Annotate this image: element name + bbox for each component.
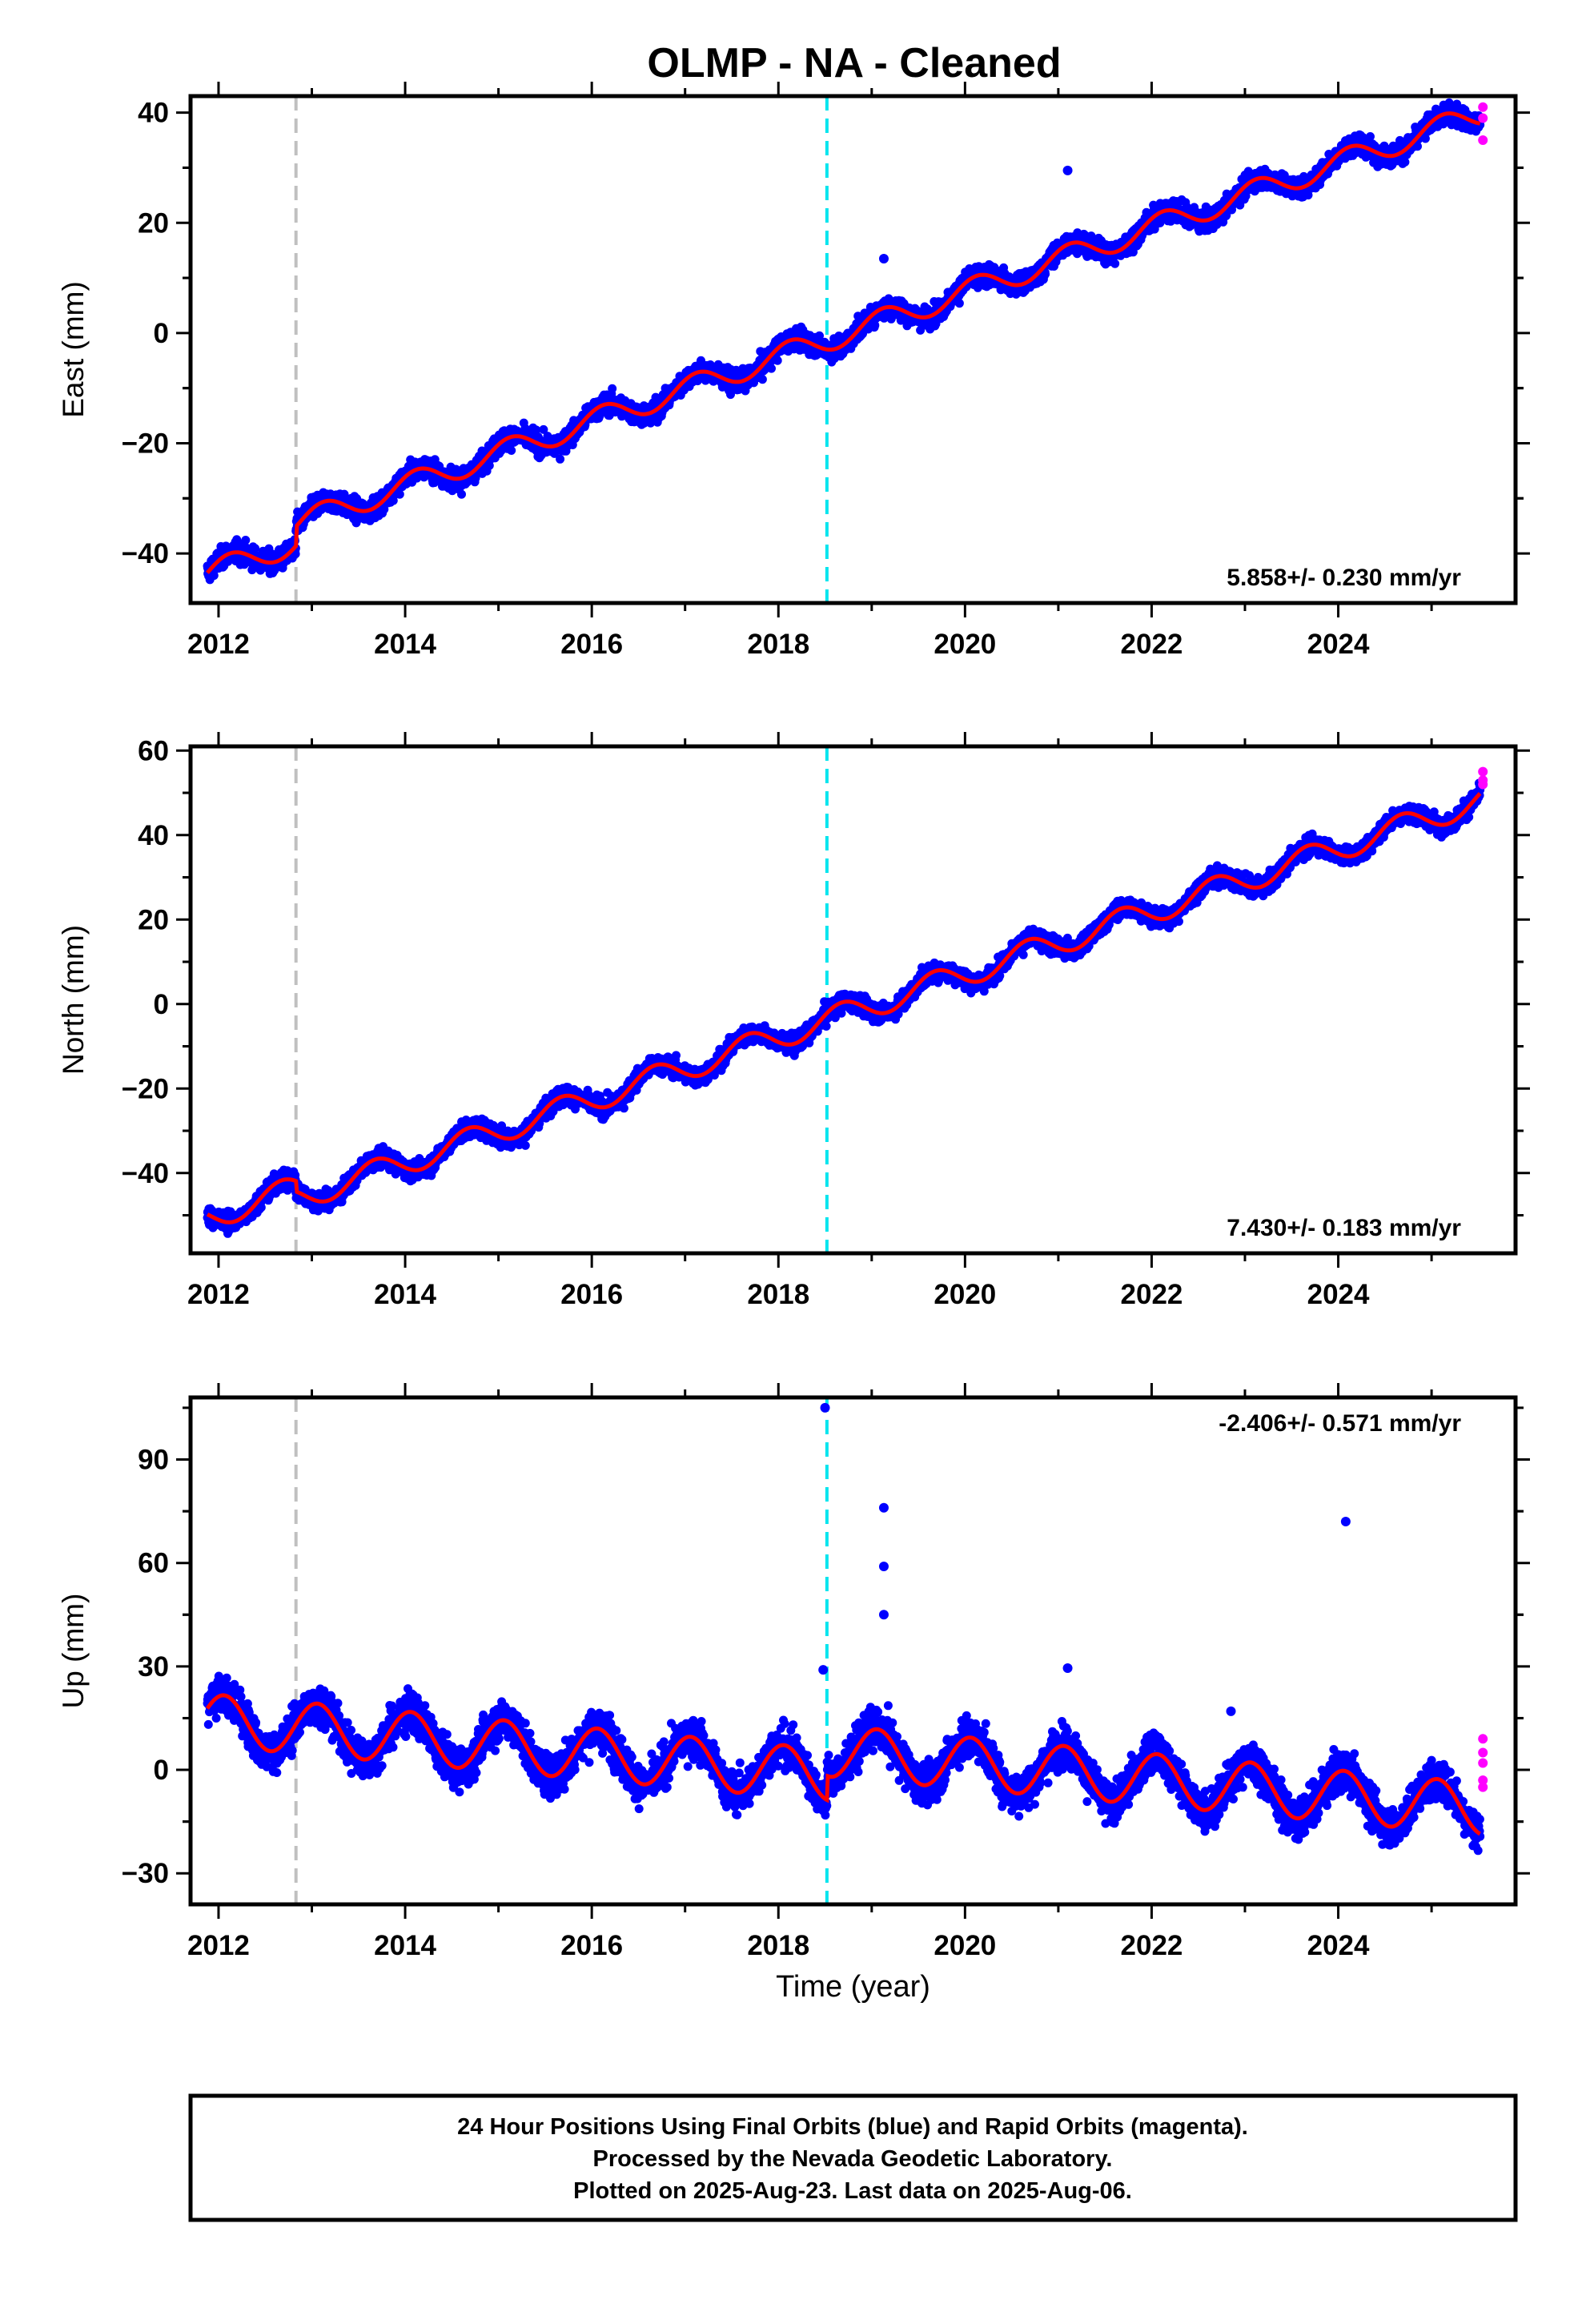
y-tick-label: 40 — [138, 820, 169, 851]
x-tick-label: 2014 — [374, 1930, 436, 1961]
y-tick-label: 20 — [138, 207, 169, 239]
rapid-orbit-point — [1478, 1758, 1488, 1768]
x-tick-label: 2012 — [187, 629, 250, 660]
y-tick-label: −20 — [122, 428, 169, 459]
model-fit-line — [206, 792, 1482, 1224]
y-tick-label: −40 — [122, 538, 169, 569]
plot-frame — [188, 744, 1518, 1256]
outlier-point — [878, 1562, 889, 1571]
x-tick-label: 2020 — [934, 1930, 996, 1961]
x-tick-label: 2012 — [187, 1279, 250, 1310]
y-axis-label: North (mm) — [57, 925, 90, 1075]
outlier-point — [1062, 1663, 1073, 1674]
y-axis-label: Up (mm) — [57, 1594, 90, 1709]
y-tick-label: 0 — [154, 318, 169, 349]
y-tick-label: 0 — [154, 1755, 169, 1786]
rapid-orbit-point — [1478, 135, 1488, 146]
footer-line-3: Plotted on 2025-Aug-23. Last data on 202… — [573, 2178, 1132, 2204]
x-tick-label: 2022 — [1121, 1279, 1183, 1310]
y-tick-label: 90 — [138, 1445, 169, 1476]
panel-east: 2012 2014 2016 2018 2020 2022 2024 −40 −20 0 20 40 E… — [57, 82, 1530, 660]
y-tick-label: −30 — [122, 1858, 169, 1889]
x-tick-label: 2022 — [1121, 629, 1183, 660]
rapid-orbit-point — [1478, 1782, 1488, 1792]
rate-label: -2.406+/- 0.571 mm/yr — [1219, 1410, 1461, 1437]
rapid-orbit-point — [1478, 1747, 1488, 1758]
outlier-point — [1340, 1517, 1351, 1527]
rapid-orbit-point — [1478, 113, 1488, 123]
outlier-point — [818, 1665, 829, 1675]
rapid-orbit-point — [1478, 102, 1488, 112]
x-tick-label: 2012 — [187, 1930, 250, 1961]
outlier-point — [1226, 1706, 1236, 1716]
x-tick-label: 2018 — [747, 1930, 809, 1961]
footer-line-1: 24 Hour Positions Using Final Orbits (bl… — [457, 2114, 1248, 2140]
rapid-orbit-point — [1478, 779, 1488, 790]
x-tick-label: 2024 — [1307, 629, 1370, 660]
y-tick-label: −20 — [122, 1073, 169, 1104]
outlier-point — [1062, 165, 1073, 175]
plot-frame — [188, 94, 1518, 605]
y-tick-label: 40 — [138, 98, 169, 129]
x-tick-label: 2018 — [747, 1279, 809, 1310]
rapid-orbit-point — [1478, 1775, 1488, 1785]
x-tick-label: 2016 — [560, 629, 623, 660]
outlier-point — [820, 1402, 830, 1413]
x-tick-label: 2016 — [560, 1279, 623, 1310]
final-orbit-points — [203, 98, 1485, 585]
rapid-orbit-point — [1478, 766, 1488, 777]
outlier-point — [878, 253, 889, 263]
outlier-point — [878, 1502, 889, 1513]
x-tick-label: 2020 — [934, 629, 996, 660]
x-tick-label: 2024 — [1307, 1279, 1370, 1310]
x-tick-label: 2014 — [374, 1279, 436, 1310]
rate-label: 5.858+/- 0.230 mm/yr — [1227, 565, 1461, 591]
x-axis-label: Time (year) — [776, 1970, 930, 2004]
plot-frame — [188, 1395, 1518, 1907]
y-axis-label: East (mm) — [57, 281, 90, 418]
rate-label: 7.430+/- 0.183 mm/yr — [1227, 1215, 1461, 1241]
x-tick-label: 2024 — [1307, 1930, 1370, 1961]
model-fit-line — [205, 1693, 1481, 1836]
x-tick-label: 2016 — [560, 1930, 623, 1961]
y-tick-label: 30 — [138, 1651, 169, 1683]
final-orbit-points — [203, 1671, 1485, 1856]
model-fit-line — [206, 111, 1481, 574]
x-tick-label: 2022 — [1121, 1930, 1183, 1961]
y-tick-label: 60 — [138, 1548, 169, 1579]
x-tick-label: 2018 — [747, 629, 809, 660]
footer-box: 24 Hour Positions Using Final Orbits (bl… — [188, 2093, 1518, 2222]
x-tick-label: 2014 — [374, 629, 436, 660]
footer-line-2: Processed by the Nevada Geodetic Laborat… — [593, 2146, 1113, 2172]
y-tick-label: 0 — [154, 989, 169, 1020]
panel-north: 2012 2014 2016 2018 2020 2022 2024 −40 −20 0 20 40 6… — [57, 732, 1530, 1310]
rapid-orbit-point — [1478, 1734, 1488, 1744]
y-tick-label: 60 — [138, 735, 169, 766]
y-tick-label: −40 — [122, 1158, 169, 1189]
x-tick-label: 2020 — [934, 1279, 996, 1310]
outlier-point — [878, 1610, 889, 1620]
panel-up: 2012 2014 2016 2018 2020 2022 2024 −30 0 30 60 90 Up… — [57, 1383, 1530, 2004]
y-tick-label: 20 — [138, 904, 169, 935]
chart-title: OLMP - NA - Cleaned — [647, 40, 1061, 86]
